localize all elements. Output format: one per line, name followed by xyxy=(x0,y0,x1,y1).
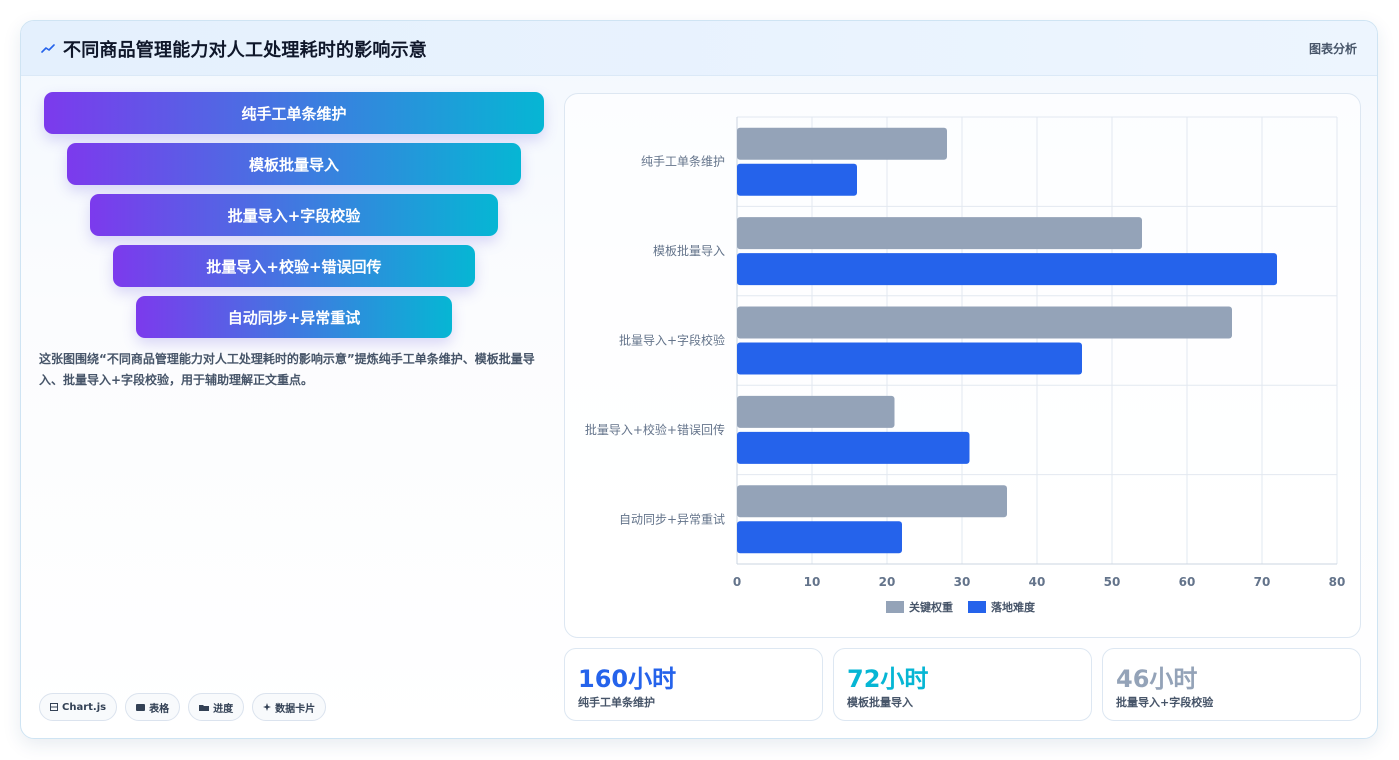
x-tick-label: 40 xyxy=(1029,575,1046,589)
funnel-step-5[interactable]: 自动同步+异常重试 xyxy=(136,296,452,338)
bar-difficulty xyxy=(737,342,1082,375)
bar-key-weight xyxy=(737,395,895,428)
bar-key-weight xyxy=(737,306,1232,339)
bar-difficulty xyxy=(737,253,1277,286)
chart-analysis-link[interactable]: 图表分析 xyxy=(1308,42,1357,56)
bar-chart: 0 10 20 30 40 50 60 70 80 纯手工单条维护模板批量导入批量导入+字段校验批… xyxy=(585,116,1346,614)
trend-line-icon xyxy=(41,44,55,53)
bar-difficulty xyxy=(737,431,970,464)
y-tick-label: 模板批量导入 xyxy=(653,243,725,258)
chip-label: 表格 xyxy=(149,703,170,715)
stat-value: 160小时 xyxy=(578,665,677,693)
sparkle-icon xyxy=(263,703,272,711)
x-tick-label: 80 xyxy=(1329,575,1346,589)
stat-label: 模板批量导入 xyxy=(847,696,913,709)
chart-description: 这张图围绕“不同商品管理能力对人工处理耗时的影响示意”提炼纯手工单条维护、模板批… xyxy=(39,352,535,387)
x-tick-label: 50 xyxy=(1104,575,1121,589)
stat-label: 批量导入+字段校验 xyxy=(1116,696,1214,709)
chip-label: 数据卡片 xyxy=(275,703,316,715)
x-tick-label: 10 xyxy=(804,575,821,589)
stat-value: 72小时 xyxy=(847,665,929,693)
funnel-step-1[interactable]: 纯手工单条维护 xyxy=(44,92,544,134)
legend-label: 关键权重 xyxy=(909,600,953,614)
funnel-step-2[interactable]: 模板批量导入 xyxy=(67,143,521,185)
legend-label: 落地难度 xyxy=(991,600,1036,614)
chip-row: Chart.js 表格 进度 数据卡片 xyxy=(39,693,327,721)
funnel-step-3[interactable]: 批量导入+字段校验 xyxy=(90,194,498,236)
x-tick-label: 0 xyxy=(733,575,741,589)
stat-card-3: 46小时 批量导入+字段校验 xyxy=(1102,648,1361,721)
y-tick-label: 纯手工单条维护 xyxy=(641,155,725,169)
chip-progress[interactable]: 进度 xyxy=(188,693,245,721)
legend-swatch xyxy=(968,601,986,613)
x-tick-label: 20 xyxy=(879,575,896,589)
bar-key-weight xyxy=(737,217,1142,250)
chart-panel: 0 10 20 30 40 50 60 70 80 纯手工单条维护模板批量导入批量导入+字段校验批… xyxy=(564,93,1361,638)
chip-chartjs[interactable]: Chart.js xyxy=(39,693,118,721)
x-tick-label: 30 xyxy=(954,575,971,589)
chip-label: 进度 xyxy=(213,703,234,715)
x-tick-label: 70 xyxy=(1254,575,1271,589)
legend-swatch xyxy=(886,601,904,613)
stat-value: 46小时 xyxy=(1116,665,1198,693)
bar-key-weight xyxy=(737,485,1007,518)
y-tick-label: 批量导入+校验+错误回传 xyxy=(585,422,725,437)
table-icon xyxy=(136,703,146,711)
chip-label: Chart.js xyxy=(62,701,107,713)
stat-label: 纯手工单条维护 xyxy=(578,696,655,709)
stat-card-1: 160小时 纯手工单条维护 xyxy=(564,648,823,721)
y-tick-label: 批量导入+字段校验 xyxy=(619,333,725,348)
card-header: 不同商品管理能力对人工处理耗时的影响示意 图表分析 xyxy=(21,21,1377,76)
bar-difficulty xyxy=(737,163,857,196)
folder-icon xyxy=(199,704,210,711)
stat-card-2: 72小时 模板批量导入 xyxy=(833,648,1092,721)
x-tick-label: 60 xyxy=(1179,575,1196,589)
funnel-step-4[interactable]: 批量导入+校验+错误回传 xyxy=(113,245,475,287)
bar-key-weight xyxy=(737,127,947,160)
page-title: 不同商品管理能力对人工处理耗时的影响示意 xyxy=(63,40,427,61)
main-card: 不同商品管理能力对人工处理耗时的影响示意 图表分析 纯手工单条维护 模板批量导入… xyxy=(20,20,1378,739)
y-tick-label: 自动同步+异常重试 xyxy=(619,511,725,526)
chip-table[interactable]: 表格 xyxy=(125,693,181,721)
bar-difficulty xyxy=(737,521,902,554)
chart-icon xyxy=(50,703,58,711)
chip-data-card[interactable]: 数据卡片 xyxy=(252,693,327,721)
